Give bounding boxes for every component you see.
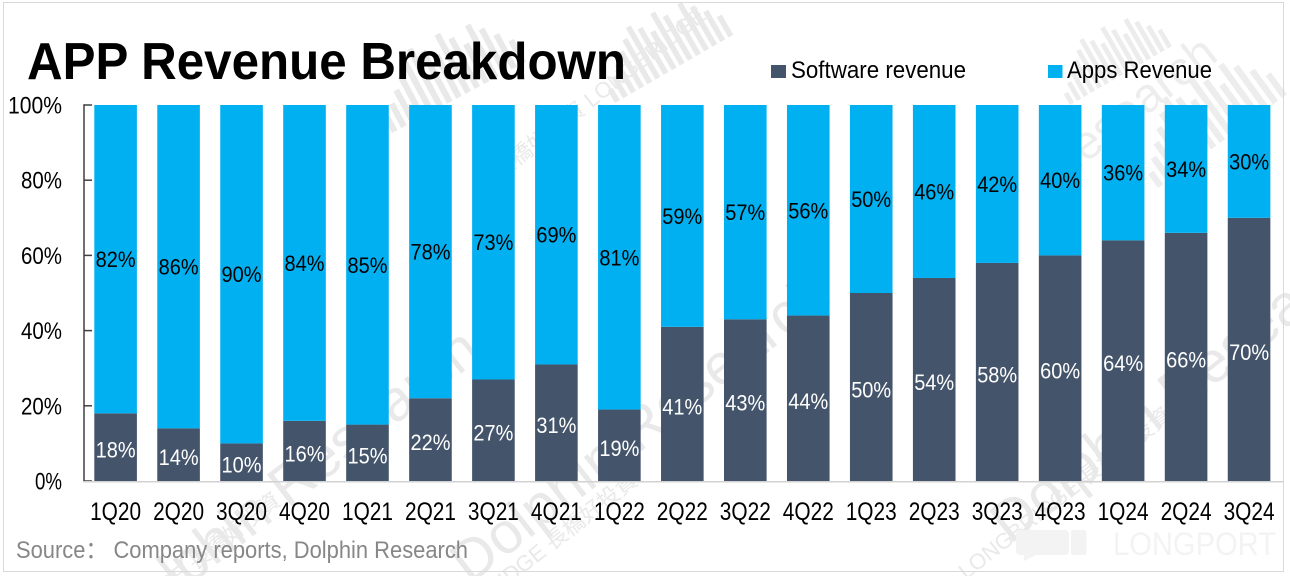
svg-text:4Q22: 4Q22 bbox=[783, 498, 834, 526]
svg-text:2Q24: 2Q24 bbox=[1161, 498, 1212, 526]
svg-text:56%: 56% bbox=[788, 198, 828, 223]
svg-text:2Q23: 2Q23 bbox=[909, 498, 960, 526]
svg-text:19%: 19% bbox=[599, 436, 639, 461]
svg-text:58%: 58% bbox=[977, 363, 1017, 388]
svg-text:3Q23: 3Q23 bbox=[972, 498, 1023, 526]
svg-text:78%: 78% bbox=[411, 240, 451, 265]
svg-text:60%: 60% bbox=[21, 243, 62, 270]
svg-text:1Q22: 1Q22 bbox=[594, 498, 645, 526]
svg-text:31%: 31% bbox=[536, 413, 576, 438]
svg-text:Source： Company reports, Dolp: Source： Company reports, Dolphin Researc… bbox=[16, 537, 468, 564]
svg-text:59%: 59% bbox=[662, 204, 702, 229]
svg-text:54%: 54% bbox=[914, 370, 954, 395]
svg-text:40%: 40% bbox=[21, 318, 62, 345]
svg-text:44%: 44% bbox=[788, 389, 828, 414]
svg-text:10%: 10% bbox=[222, 453, 262, 478]
svg-text:4Q21: 4Q21 bbox=[531, 498, 582, 526]
svg-text:2Q20: 2Q20 bbox=[153, 498, 204, 526]
svg-text:4Q23: 4Q23 bbox=[1035, 498, 1086, 526]
svg-text:30%: 30% bbox=[1229, 149, 1269, 174]
svg-text:3Q24: 3Q24 bbox=[1224, 498, 1275, 526]
svg-text:41%: 41% bbox=[662, 394, 702, 419]
svg-text:0%: 0% bbox=[35, 469, 62, 496]
svg-text:64%: 64% bbox=[1103, 351, 1143, 376]
svg-text:3Q22: 3Q22 bbox=[720, 498, 771, 526]
svg-text:Software revenue: Software revenue bbox=[791, 57, 966, 84]
svg-text:16%: 16% bbox=[285, 441, 325, 466]
svg-text:1Q24: 1Q24 bbox=[1098, 498, 1149, 526]
svg-text:66%: 66% bbox=[1166, 347, 1206, 372]
svg-text:1Q21: 1Q21 bbox=[342, 498, 393, 526]
svg-text:40%: 40% bbox=[1040, 168, 1080, 193]
svg-text:50%: 50% bbox=[851, 187, 891, 212]
svg-text:22%: 22% bbox=[411, 430, 451, 455]
svg-text:18%: 18% bbox=[96, 438, 136, 463]
svg-text:42%: 42% bbox=[977, 172, 1017, 197]
svg-text:69%: 69% bbox=[536, 223, 576, 248]
svg-text:1Q20: 1Q20 bbox=[90, 498, 141, 526]
svg-text:3Q20: 3Q20 bbox=[216, 498, 267, 526]
svg-text:82%: 82% bbox=[96, 247, 136, 272]
svg-text:43%: 43% bbox=[725, 391, 765, 416]
svg-text:46%: 46% bbox=[914, 180, 954, 205]
svg-text:Apps Revenue: Apps Revenue bbox=[1067, 57, 1212, 84]
svg-text:86%: 86% bbox=[159, 255, 199, 280]
svg-text:APP Revenue Breakdown: APP Revenue Breakdown bbox=[27, 33, 626, 91]
svg-text:50%: 50% bbox=[851, 378, 891, 403]
svg-text:36%: 36% bbox=[1103, 161, 1143, 186]
svg-text:70%: 70% bbox=[1229, 340, 1269, 365]
svg-text:15%: 15% bbox=[348, 443, 388, 468]
svg-text:34%: 34% bbox=[1166, 157, 1206, 182]
svg-text:80%: 80% bbox=[21, 168, 62, 195]
svg-text:2Q22: 2Q22 bbox=[657, 498, 708, 526]
svg-text:20%: 20% bbox=[21, 393, 62, 420]
svg-text:90%: 90% bbox=[222, 262, 262, 287]
svg-text:LONGPORT: LONGPORT bbox=[1113, 526, 1276, 562]
svg-text:73%: 73% bbox=[473, 230, 513, 255]
svg-text:27%: 27% bbox=[473, 421, 513, 446]
svg-text:100%: 100% bbox=[8, 93, 62, 120]
svg-text:81%: 81% bbox=[599, 245, 639, 270]
svg-text:57%: 57% bbox=[725, 200, 765, 225]
svg-text:14%: 14% bbox=[159, 445, 199, 470]
svg-text:4Q20: 4Q20 bbox=[279, 498, 330, 526]
svg-text:84%: 84% bbox=[285, 251, 325, 276]
svg-text:2Q21: 2Q21 bbox=[405, 498, 456, 526]
svg-text:85%: 85% bbox=[348, 253, 388, 278]
svg-text:1Q23: 1Q23 bbox=[846, 498, 897, 526]
svg-text:3Q21: 3Q21 bbox=[468, 498, 519, 526]
svg-text:60%: 60% bbox=[1040, 359, 1080, 384]
